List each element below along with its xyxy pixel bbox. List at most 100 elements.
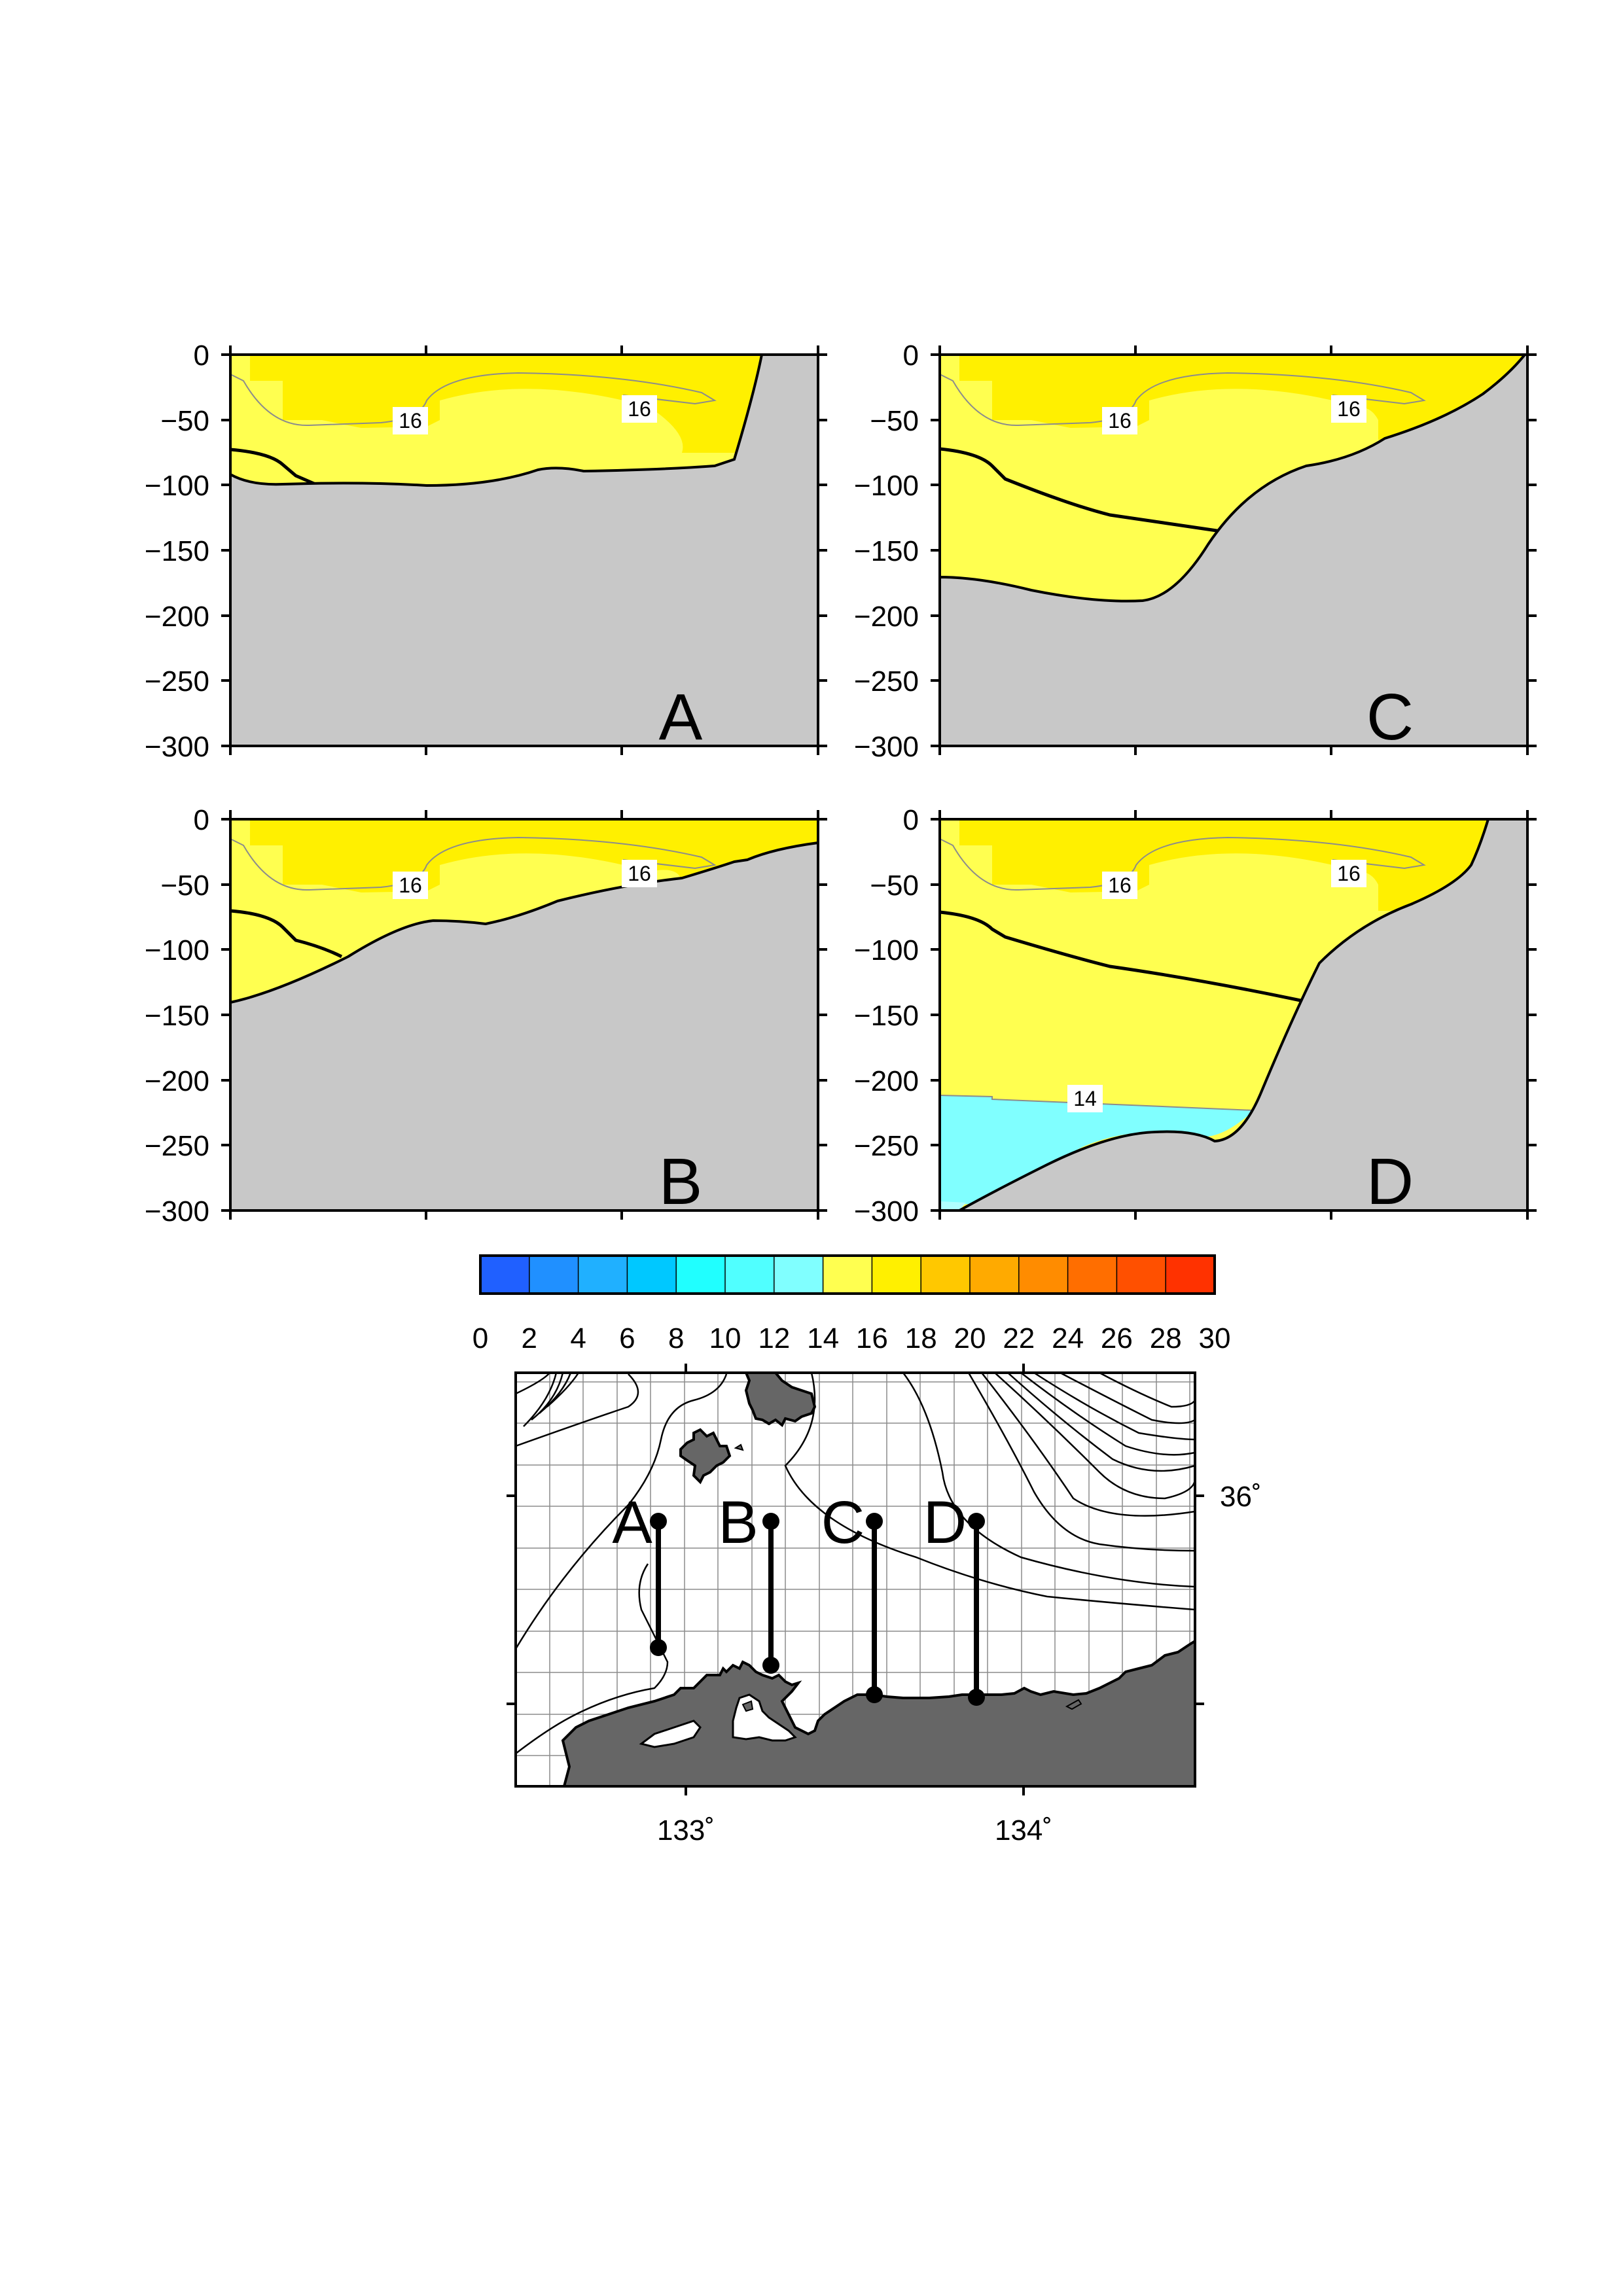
panel-a-label-bg — [622, 395, 657, 423]
panel-d-ytick: −200 — [854, 1065, 919, 1097]
colorbar-tick-label: 30 — [1199, 1322, 1231, 1354]
map-section-endpoints — [650, 1513, 985, 1706]
panel-b-ytick: −300 — [145, 1195, 209, 1227]
panel-c-plot — [938, 353, 1529, 747]
panel-d-frame — [931, 810, 1537, 1220]
panel-c-section: 0 −50 −100 −150 −200 −250 −300 16 16 C — [854, 340, 1537, 763]
section-endpoint — [968, 1689, 985, 1706]
panel-b-letter: B — [659, 1145, 703, 1218]
colorbar-cell — [529, 1255, 579, 1294]
colorbar-cell — [871, 1255, 922, 1294]
panel-b-y-axis: 0 −50 −100 −150 −200 −250 −300 — [145, 804, 209, 1227]
panel-c-ytick: −250 — [854, 665, 919, 698]
panel-c-ytick: −200 — [854, 601, 919, 633]
colorbar-tick-label: 22 — [1003, 1322, 1035, 1354]
panel-c-frame — [931, 345, 1537, 755]
panel-d-ytick: −300 — [854, 1195, 919, 1227]
panel-c-ytick: −300 — [854, 731, 919, 763]
colorbar: 0 2 4 6 8 10 12 14 16 18 20 22 24 26 28 30 — [473, 1254, 1231, 1354]
panel-a-ytick: −200 — [145, 601, 209, 633]
map-lake — [639, 1720, 702, 1748]
map-islet — [1065, 1699, 1082, 1710]
map-mainland — [561, 1638, 1196, 1788]
panel-c-label-bg — [1331, 395, 1366, 423]
panel-d-deep-patch — [940, 1201, 966, 1210]
panel-a-label-bg — [393, 407, 428, 434]
panel-d-contour-label: 16 — [1337, 862, 1361, 885]
panel-a-16-isotherm — [230, 372, 717, 427]
map-sections — [656, 1521, 979, 1697]
map-section-label-c: C — [821, 1489, 865, 1556]
map-islet — [734, 1443, 744, 1451]
colorbar-cell — [724, 1255, 776, 1294]
panel-c-ytick: −150 — [854, 535, 919, 567]
colorbar-cell — [577, 1255, 628, 1294]
panel-d-ytick: 0 — [903, 804, 919, 836]
panel-a-ytick: −300 — [145, 731, 209, 763]
panel-b-16-isotherm — [230, 836, 717, 891]
panel-d-section: 0 −50 −100 −150 −200 −250 −300 16 16 14 … — [854, 804, 1537, 1227]
panel-a-ytick: 0 — [194, 340, 209, 372]
panel-d-label-bg — [1331, 860, 1366, 887]
panel-c-ytick: 0 — [903, 340, 919, 372]
colorbar-frame — [479, 1254, 1216, 1295]
map-lon-label-134: 134˚ — [995, 1814, 1052, 1846]
colorbar-cell — [822, 1255, 873, 1294]
section-endpoint — [866, 1686, 883, 1703]
colorbar-tick-label: 18 — [905, 1322, 937, 1354]
panel-a-y-axis: 0 −50 −100 −150 −200 −250 −300 — [145, 340, 209, 763]
colorbar-cell — [480, 1255, 531, 1294]
panel-a-thick-contour — [230, 448, 316, 486]
colorbar-cell — [626, 1255, 677, 1294]
panel-a-contour-label: 16 — [399, 409, 422, 433]
colorbar-tick-label: 24 — [1052, 1322, 1084, 1354]
panel-a-section: 0 −50 −100 −150 −200 −250 −300 16 16 A — [145, 340, 827, 763]
panel-c-label-bg — [1102, 407, 1137, 434]
panel-a-ytick: −100 — [145, 470, 209, 502]
panel-a-frame — [221, 345, 827, 755]
panel-d-y-axis: 0 −50 −100 −150 −200 −250 −300 — [854, 804, 919, 1227]
panel-d-contour-label: 14 — [1073, 1087, 1097, 1110]
panel-b-label-bg — [393, 872, 428, 899]
panel-a-ytick: −250 — [145, 665, 209, 698]
panel-b-section: 0 −50 −100 −150 −200 −250 −300 16 16 B — [145, 804, 827, 1227]
map-section-label-b: B — [718, 1489, 758, 1556]
colorbar-tick-label: 20 — [954, 1322, 986, 1354]
colorbar-cell — [1165, 1255, 1216, 1294]
map-islet — [741, 1700, 754, 1712]
panel-d-14-isotherm — [939, 1095, 1255, 1111]
colorbar-tick-labels: 0 2 4 6 8 10 12 14 16 18 20 22 24 26 28 30 — [473, 1322, 1231, 1354]
colorbar-cell — [774, 1255, 824, 1294]
colorbar-tick-label: 14 — [807, 1322, 839, 1354]
panel-c-contour-label: 16 — [1108, 409, 1132, 433]
panel-d-thick-contour — [939, 910, 1304, 1003]
panel-b-contour-label: 16 — [628, 862, 651, 885]
panel-d-ytick: −100 — [854, 934, 919, 966]
panel-a-ytick: −150 — [145, 535, 209, 567]
colorbar-tick-label: 16 — [856, 1322, 888, 1354]
panel-d-letter: D — [1366, 1145, 1414, 1218]
panel-d-16-isotherm — [939, 836, 1426, 891]
panel-b-contour-label: 16 — [399, 874, 422, 897]
panel-b-ytick: −100 — [145, 934, 209, 966]
colorbar-tick-label: 8 — [668, 1322, 684, 1354]
panel-a-contour-label: 16 — [628, 397, 651, 421]
panel-d-contour-label: 16 — [1108, 874, 1132, 897]
section-endpoint — [650, 1513, 667, 1530]
panel-b-ground — [229, 841, 819, 1212]
colorbar-tick-label: 26 — [1101, 1322, 1133, 1354]
panel-b-ytick: −250 — [145, 1130, 209, 1162]
section-endpoint — [866, 1513, 883, 1530]
panel-d-ground — [954, 818, 1529, 1212]
panel-a-ytick: −50 — [160, 405, 209, 437]
location-map: A B C D 133˚ 134˚ 36˚ — [507, 1364, 1262, 1846]
panel-b-thick-contour — [230, 909, 343, 959]
panel-b-ytick: −150 — [145, 1000, 209, 1032]
colorbar-cell — [1067, 1255, 1118, 1294]
panel-c-ytick: −50 — [870, 405, 919, 437]
colorbar-tick-label: 6 — [619, 1322, 635, 1354]
panel-d-label-bg — [1102, 872, 1137, 899]
colorbar-cells — [480, 1255, 1216, 1294]
panel-d-label-bg — [1067, 1085, 1103, 1112]
section-endpoint — [968, 1513, 985, 1530]
